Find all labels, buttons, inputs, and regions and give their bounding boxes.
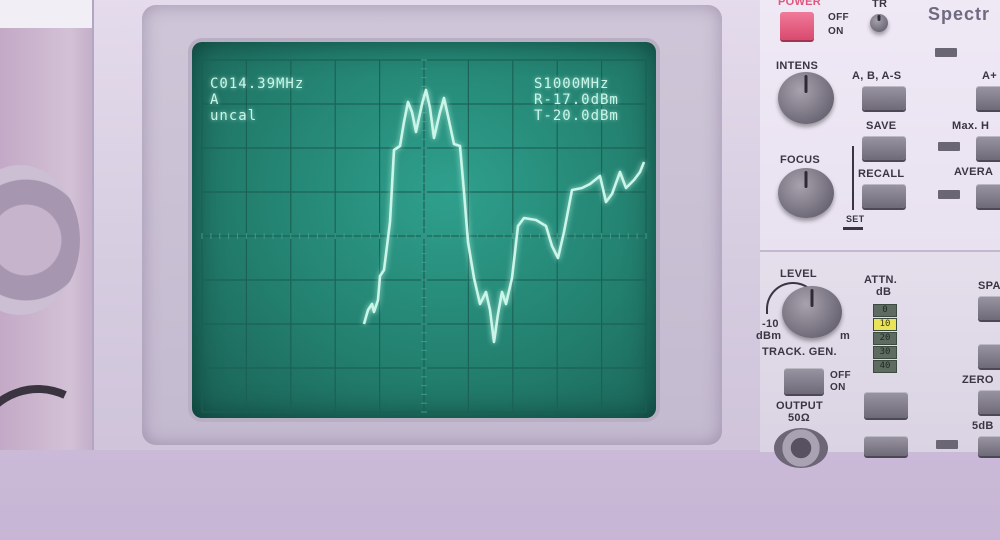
attn-step-40: 40 — [873, 360, 897, 373]
save-button[interactable] — [862, 136, 906, 160]
calibration-status: uncal — [210, 108, 258, 124]
output-impedance-label: 50Ω — [788, 412, 810, 424]
average-led — [938, 190, 960, 199]
attn-button[interactable] — [864, 392, 908, 418]
five-db-button[interactable] — [978, 436, 1000, 456]
crt-screen: C014.39MHz A uncal S1000MHz R-17.0dBm T-… — [192, 42, 656, 418]
power-label: POWER — [778, 0, 822, 8]
focus-knob[interactable] — [778, 168, 834, 218]
level-unit-label-2: m — [840, 330, 851, 342]
tr-label: TR — [872, 0, 888, 10]
a-plus-button[interactable] — [976, 86, 1000, 110]
span-label: SPA — [978, 280, 1000, 292]
recall-button[interactable] — [862, 184, 906, 208]
attn-step-30: 30 — [873, 346, 897, 359]
brand-label: Spectr — [928, 4, 991, 24]
set-indicator — [843, 227, 863, 230]
max-hold-led — [938, 142, 960, 151]
average-button[interactable] — [976, 184, 1000, 208]
threshold-readout: T-20.0dBm — [534, 108, 619, 124]
attn-step-20: 20 — [873, 332, 897, 345]
track-gen-label: TRACK. GEN. — [762, 346, 837, 358]
power-off-label: OFF — [828, 12, 849, 23]
center-frequency-readout: C014.39MHz — [210, 76, 305, 92]
spectrum-trace — [362, 88, 646, 344]
background-equipment — [0, 0, 126, 540]
level-knob[interactable] — [782, 286, 842, 338]
level-label: LEVEL — [780, 268, 817, 280]
intens-label: INTENS — [776, 60, 819, 72]
focus-label: FOCUS — [780, 154, 820, 166]
intensity-knob[interactable] — [778, 72, 834, 124]
graticule-center-axes — [201, 59, 647, 413]
span-readout: S1000MHz — [534, 76, 610, 92]
level-min-label: -10 — [762, 318, 779, 330]
zero-label: ZERO — [962, 374, 994, 386]
power-button[interactable] — [780, 12, 814, 40]
attn-button-lower[interactable] — [864, 436, 908, 456]
a-plus-label: A+ — [982, 70, 997, 82]
save-recall-bracket — [852, 146, 854, 210]
attn-step-10: 10 — [873, 318, 897, 331]
abs-label: A, B, A-S — [852, 70, 902, 82]
span-up-button[interactable] — [978, 296, 1000, 320]
max-hold-button[interactable] — [976, 136, 1000, 160]
output-label: OUTPUT — [776, 400, 824, 412]
max-hold-label: Max. H — [952, 120, 990, 132]
trace-rotation-knob[interactable] — [870, 14, 888, 32]
background-reel — [0, 165, 80, 315]
set-label: SET — [846, 214, 865, 224]
five-db-led — [936, 440, 958, 449]
output-bnc-connector[interactable] — [774, 428, 828, 468]
background-panel — [0, 0, 92, 28]
level-unit-label: dBm — [756, 330, 782, 342]
five-db-label: 5dB — [972, 420, 994, 432]
attn-step-0: 0 — [873, 304, 897, 317]
track-gen-button[interactable] — [784, 368, 824, 394]
recall-label: RECALL — [858, 168, 905, 180]
save-label: SAVE — [866, 120, 897, 132]
average-label: AVERA — [954, 166, 994, 178]
zero-span-button[interactable] — [978, 390, 1000, 414]
power-on-label: ON — [828, 26, 844, 37]
track-gen-off-label: OFF — [830, 370, 851, 381]
trace-readout: A — [210, 92, 220, 108]
span-down-button[interactable] — [978, 344, 1000, 368]
reference-level-readout: R-17.0dBm — [534, 92, 619, 108]
indicator-led — [935, 48, 957, 57]
attn-unit-label: dB — [876, 286, 892, 298]
spectrum-display — [201, 59, 647, 413]
abs-button[interactable] — [862, 86, 906, 110]
track-gen-on-label: ON — [830, 382, 846, 393]
attn-label: ATTN. — [864, 274, 898, 286]
